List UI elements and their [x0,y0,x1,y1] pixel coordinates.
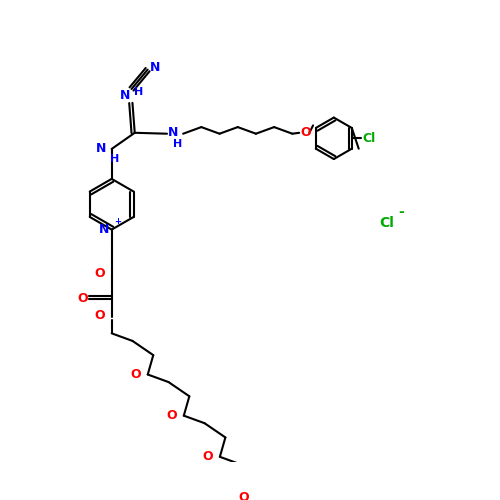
Text: N: N [120,89,130,102]
Text: +: + [114,217,121,226]
Text: H: H [174,139,182,149]
Text: H: H [110,154,119,164]
Text: O: O [300,126,311,140]
Text: O: O [239,492,250,500]
Text: O: O [94,267,105,280]
Text: N: N [168,126,178,140]
Text: N: N [150,62,160,74]
Text: N: N [96,142,106,156]
Text: N: N [99,223,110,236]
Text: O: O [130,368,141,381]
Text: O: O [166,409,177,422]
Text: -: - [398,206,404,220]
Text: H: H [134,88,143,98]
Text: O: O [94,309,105,322]
Text: Cl: Cl [379,216,394,230]
Text: Cl: Cl [362,132,376,145]
Text: O: O [77,292,88,306]
Text: O: O [203,450,213,464]
